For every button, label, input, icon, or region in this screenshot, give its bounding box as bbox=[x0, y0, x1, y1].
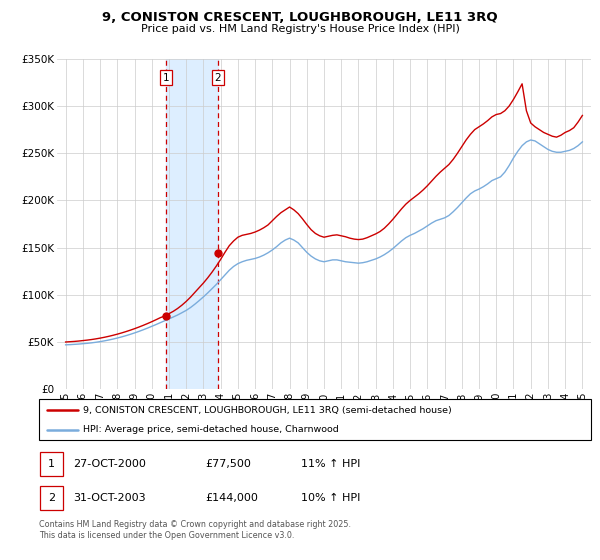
Text: 1: 1 bbox=[48, 459, 55, 469]
FancyBboxPatch shape bbox=[40, 452, 63, 477]
Text: 9, CONISTON CRESCENT, LOUGHBOROUGH, LE11 3RQ (semi-detached house): 9, CONISTON CRESCENT, LOUGHBOROUGH, LE11… bbox=[83, 405, 452, 414]
Text: HPI: Average price, semi-detached house, Charnwood: HPI: Average price, semi-detached house,… bbox=[83, 425, 339, 434]
Text: 10% ↑ HPI: 10% ↑ HPI bbox=[301, 493, 361, 503]
Text: 11% ↑ HPI: 11% ↑ HPI bbox=[301, 459, 361, 469]
Text: Contains HM Land Registry data © Crown copyright and database right 2025.
This d: Contains HM Land Registry data © Crown c… bbox=[39, 520, 351, 540]
FancyBboxPatch shape bbox=[40, 486, 63, 510]
Text: Price paid vs. HM Land Registry's House Price Index (HPI): Price paid vs. HM Land Registry's House … bbox=[140, 24, 460, 34]
Text: £77,500: £77,500 bbox=[205, 459, 251, 469]
Text: 9, CONISTON CRESCENT, LOUGHBOROUGH, LE11 3RQ: 9, CONISTON CRESCENT, LOUGHBOROUGH, LE11… bbox=[102, 11, 498, 24]
Bar bbox=[166, 59, 218, 389]
Text: 27-OCT-2000: 27-OCT-2000 bbox=[73, 459, 146, 469]
Text: 1: 1 bbox=[163, 73, 169, 83]
FancyBboxPatch shape bbox=[39, 399, 591, 440]
Text: 31-OCT-2003: 31-OCT-2003 bbox=[73, 493, 146, 503]
Text: £144,000: £144,000 bbox=[205, 493, 258, 503]
Text: 2: 2 bbox=[48, 493, 55, 503]
Text: 2: 2 bbox=[214, 73, 221, 83]
